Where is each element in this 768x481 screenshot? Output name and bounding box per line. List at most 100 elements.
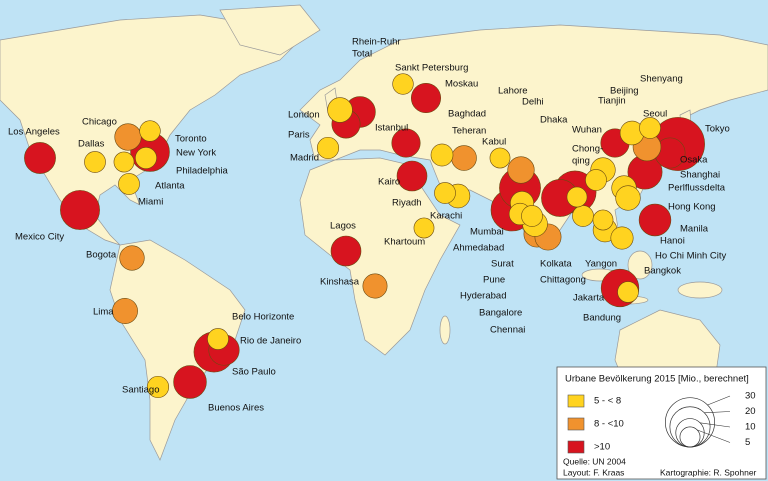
city-circle — [638, 203, 672, 237]
city-label: Seoul — [643, 109, 667, 120]
city-label: Mumbai — [470, 227, 504, 238]
city-label: Osaka — [680, 155, 708, 166]
city-label: Dallas — [78, 139, 105, 150]
city-circle — [114, 123, 142, 151]
legend-class-label: 5 - < 8 — [594, 396, 621, 407]
legend-leader — [696, 429, 731, 443]
city-circle — [112, 298, 138, 324]
cities: Los Angeles Chicago Toronto New York Philade… — [8, 37, 730, 414]
city-label: Chong- — [572, 144, 603, 155]
city-circle — [24, 142, 56, 174]
city-label: Ahmedabad — [453, 243, 504, 254]
city-label: Tianjin — [598, 96, 626, 107]
city-circle — [316, 136, 340, 160]
city-label: Shanghai — [680, 170, 720, 181]
city-label: Los Angeles — [8, 127, 60, 138]
legend-class-label: >10 — [594, 442, 610, 453]
city-circle — [410, 82, 442, 114]
city-label: Surat — [491, 259, 514, 270]
city-label: Philadelphia — [176, 166, 228, 177]
legend-size-label: 30 — [745, 391, 756, 402]
city-label: New York — [176, 148, 216, 159]
city-circle — [362, 273, 388, 299]
city-label: Mexico City — [15, 232, 64, 243]
city-label: Shenyang — [640, 74, 683, 85]
city-circle — [451, 145, 477, 171]
city-label: Bangkok — [644, 266, 681, 277]
city-circle — [610, 226, 634, 250]
legend-leader — [704, 411, 731, 414]
city-circle — [207, 328, 229, 350]
city-label: Tokyo — [705, 124, 730, 135]
city-circle — [84, 151, 106, 173]
city-label: Toronto — [175, 134, 207, 145]
city-label: Karachi — [430, 211, 462, 222]
legend-box — [556, 366, 767, 480]
city-circle — [413, 217, 435, 239]
legend-swatch — [567, 394, 585, 408]
city-label: Belo Horizonte — [232, 312, 294, 323]
city-label: Atlanta — [155, 181, 185, 192]
city-label: Kabul — [482, 137, 506, 148]
city-label: Khartoum — [384, 237, 425, 248]
city-label: Hanoi — [660, 236, 685, 247]
city-circle — [434, 182, 456, 204]
city-label: Buenos Aires — [208, 403, 264, 414]
city-label: Delhi — [522, 97, 544, 108]
city-label: Chittagong — [540, 275, 586, 286]
city-circle — [392, 73, 414, 95]
city-label: Wuhan — [572, 125, 602, 136]
city-label: Chennai — [490, 325, 525, 336]
city-label: Hyderabad — [460, 291, 506, 302]
legend-size-label: 10 — [745, 422, 756, 433]
city-label: Kairo — [378, 177, 400, 188]
city-label: Paris — [288, 130, 310, 141]
city-circle — [430, 143, 454, 167]
city-label: Bandung — [583, 313, 621, 324]
city-circle — [617, 281, 639, 303]
city-label: Miami — [138, 197, 163, 208]
city-circle — [330, 235, 362, 267]
city-circle — [113, 151, 135, 173]
city-label: Kolkata — [540, 259, 572, 270]
city-label: Riyadh — [392, 198, 422, 209]
city-circle — [139, 120, 161, 142]
city-circle — [585, 169, 607, 191]
legend-swatch — [567, 417, 585, 431]
city-label: São Paulo — [232, 367, 276, 378]
city-label: Baghdad — [448, 109, 486, 120]
city-circle — [391, 128, 421, 158]
city-label: Dhaka — [540, 115, 568, 126]
city-label: Hong Kong — [668, 202, 716, 213]
city-label: Bogota — [86, 250, 117, 261]
legend-swatch — [567, 440, 585, 454]
city-circle — [327, 97, 353, 123]
city-circle — [396, 160, 428, 192]
cartography-credit: Kartographie: R. Spohner — [660, 467, 757, 477]
city-label: qing — [572, 156, 590, 167]
city-label: Sankt Petersburg — [395, 63, 468, 74]
legend-title: Urbane Bevölkerung 2015 [Mio., berechnet… — [565, 374, 749, 385]
city-label: Bangalore — [479, 308, 522, 319]
city-label: Kinshasa — [320, 277, 360, 288]
city-circle — [146, 375, 170, 399]
city-circle — [639, 117, 661, 139]
legend: Urbane Bevölkerung 2015 [Mio., berechnet… — [556, 366, 767, 480]
legend-size-label: 5 — [745, 437, 750, 448]
city-label: Istanbul — [375, 123, 408, 134]
city-circle — [135, 147, 157, 169]
city-circle — [615, 185, 641, 211]
city-label: Jakarta — [573, 293, 605, 304]
city-circle — [592, 209, 614, 231]
layout-credit: Layout: F. Kraas — [563, 467, 624, 477]
legend-leader — [699, 422, 731, 428]
legend-size-circle — [679, 426, 701, 448]
city-label: Madrid — [290, 153, 319, 164]
city-label: Total — [352, 49, 372, 60]
city-label: London — [288, 110, 320, 121]
city-circle — [572, 205, 594, 227]
city-label: Yangon — [585, 259, 617, 270]
city-label: Chicago — [82, 117, 117, 128]
city-circle — [489, 147, 511, 169]
